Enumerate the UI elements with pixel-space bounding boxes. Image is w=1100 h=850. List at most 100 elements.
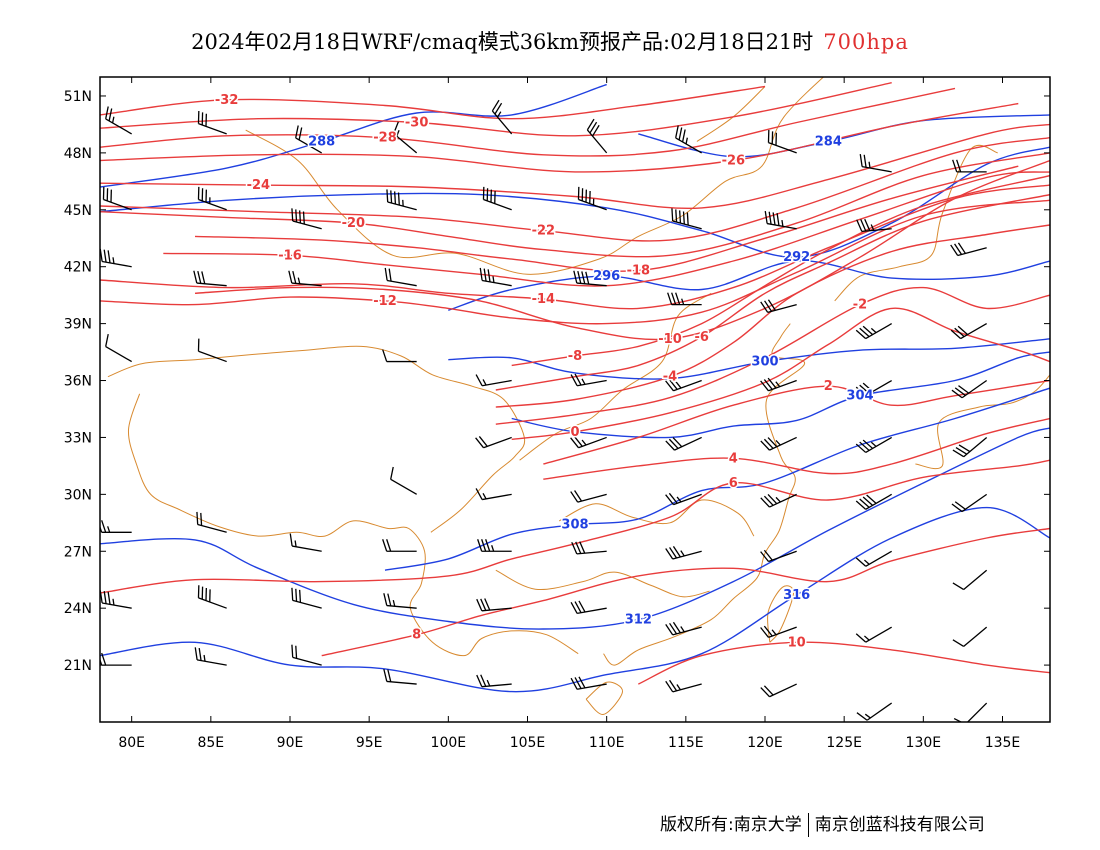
- wind-barb: [383, 593, 417, 609]
- boundary-line-5: [603, 323, 806, 666]
- wind-barb: [856, 218, 892, 233]
- wind-barb: [383, 668, 417, 685]
- wind-barb: [667, 292, 702, 306]
- wind-barb: [570, 373, 607, 387]
- temperature-contour-label: -8: [568, 349, 582, 364]
- wind-barb: [950, 323, 987, 340]
- wind-barb: [760, 625, 797, 639]
- temperature-contour--20: [100, 152, 1050, 258]
- wind-barb: [476, 674, 512, 688]
- lat-tick-label: 39N: [64, 317, 92, 333]
- temperature-contour--18: [194, 165, 1019, 272]
- temperature-contour--26: [100, 102, 1019, 173]
- wind-barb: [855, 436, 892, 454]
- wind-barb: [291, 208, 322, 230]
- temperature-contour--4: [495, 224, 1050, 408]
- wind-barb: [475, 374, 512, 387]
- temperature-contour-label: 0: [570, 425, 579, 440]
- temperature-contour-label: -24: [247, 178, 271, 193]
- wind-barb: [105, 334, 132, 363]
- axis-tick-layer: 80E 85E 90E 95E 100E 105E 110E 115E 120E 125E 130E…: [64, 77, 1050, 751]
- map-frame: [99, 76, 1051, 723]
- wind-barb: [197, 110, 227, 135]
- temperature-contour--24: [100, 123, 1050, 210]
- temperature-contour-2: [543, 379, 1050, 465]
- lat-tick-label: 45N: [64, 203, 92, 219]
- wind-barb: [952, 626, 988, 647]
- temperature-contour-label: 8: [412, 628, 421, 643]
- wind-barb: [196, 511, 227, 533]
- height-contour-300: [448, 338, 1050, 380]
- wind-barb: [665, 436, 702, 451]
- wind-barb: [665, 546, 702, 560]
- wind-barb: [760, 299, 797, 314]
- wind-barb: [571, 541, 607, 555]
- height-contour-label: 284: [815, 135, 842, 150]
- height-contour-label: 296: [593, 269, 620, 284]
- height-contour-label: 288: [308, 135, 335, 150]
- temperature-contour-layer: [100, 82, 1050, 685]
- wind-barb: [193, 270, 227, 287]
- wind-barb: [197, 186, 227, 211]
- wind-barb: [951, 493, 988, 513]
- temperature-contour-label: -22: [532, 224, 556, 239]
- temperature-contour-label: 4: [729, 451, 738, 466]
- wind-barb: [665, 377, 702, 392]
- height-contour-292: [100, 146, 1050, 258]
- temperature-contour--32: [100, 85, 766, 120]
- wind-barb: [859, 154, 892, 173]
- wind-barb: [288, 270, 322, 287]
- wind-barb: [482, 186, 512, 211]
- lat-tick-label: 36N: [64, 374, 92, 390]
- lon-tick-label: 85E: [197, 735, 224, 751]
- height-contour-296: [448, 260, 1050, 311]
- wind-barb-layer: [100, 99, 988, 722]
- temperature-contour-label: -32: [215, 93, 239, 108]
- boundary-line-0: [127, 393, 579, 657]
- wind-barb: [393, 121, 418, 154]
- temperature-contour-0: [511, 307, 1050, 440]
- lon-tick-label: 90E: [277, 735, 304, 751]
- wind-barb: [194, 647, 227, 666]
- wind-barb: [477, 539, 512, 552]
- wind-barb: [570, 490, 607, 503]
- boundary-line-10: [558, 499, 755, 537]
- temperature-contour--8: [511, 174, 1050, 367]
- lat-tick-label: 33N: [64, 430, 92, 446]
- temperature-contour-6: [100, 459, 1050, 594]
- temperature-contour-4: [543, 417, 1050, 480]
- wind-barb: [952, 569, 988, 591]
- wind-barb: [382, 349, 417, 363]
- wind-barb: [382, 539, 417, 552]
- copyright-footer: 版权所有:南京大学 南京创蓝科技有限公司: [660, 810, 985, 837]
- contour-label-layer: 288 284292296300304308312316-32-30-28-26-…: [213, 91, 875, 652]
- wind-barb: [855, 550, 892, 567]
- boundary-line-8: [915, 374, 1050, 470]
- wind-barb: [479, 267, 512, 287]
- wind-barb: [475, 436, 512, 449]
- lon-tick-label: 110E: [589, 735, 625, 751]
- wind-barb: [675, 125, 702, 154]
- lon-tick-label: 125E: [826, 735, 862, 751]
- lon-tick-label: 115E: [668, 735, 704, 751]
- wind-barb: [289, 533, 322, 552]
- temperature-contour-label: 10: [788, 635, 806, 650]
- height-contour-layer: [100, 83, 1050, 693]
- boundary-line-1: [107, 345, 526, 533]
- wind-barb: [105, 106, 132, 135]
- temperature-contour-label: -2: [853, 298, 867, 313]
- wind-barb: [665, 492, 702, 506]
- lat-tick-label: 42N: [64, 260, 92, 276]
- temperature-contour-label: 6: [729, 476, 738, 491]
- boundary-line-2: [245, 77, 825, 275]
- wind-barb: [570, 600, 607, 615]
- wind-barb: [102, 186, 132, 211]
- temperature-contour--2: [495, 286, 1050, 425]
- copyright-left: 版权所有:南京大学: [660, 815, 802, 835]
- wind-barb: [570, 676, 607, 690]
- lon-tick-label: 120E: [747, 735, 783, 751]
- lat-tick-label: 21N: [64, 658, 92, 674]
- wind-barb: [855, 379, 892, 397]
- wind-barb: [950, 242, 987, 257]
- wind-barb: [855, 626, 892, 643]
